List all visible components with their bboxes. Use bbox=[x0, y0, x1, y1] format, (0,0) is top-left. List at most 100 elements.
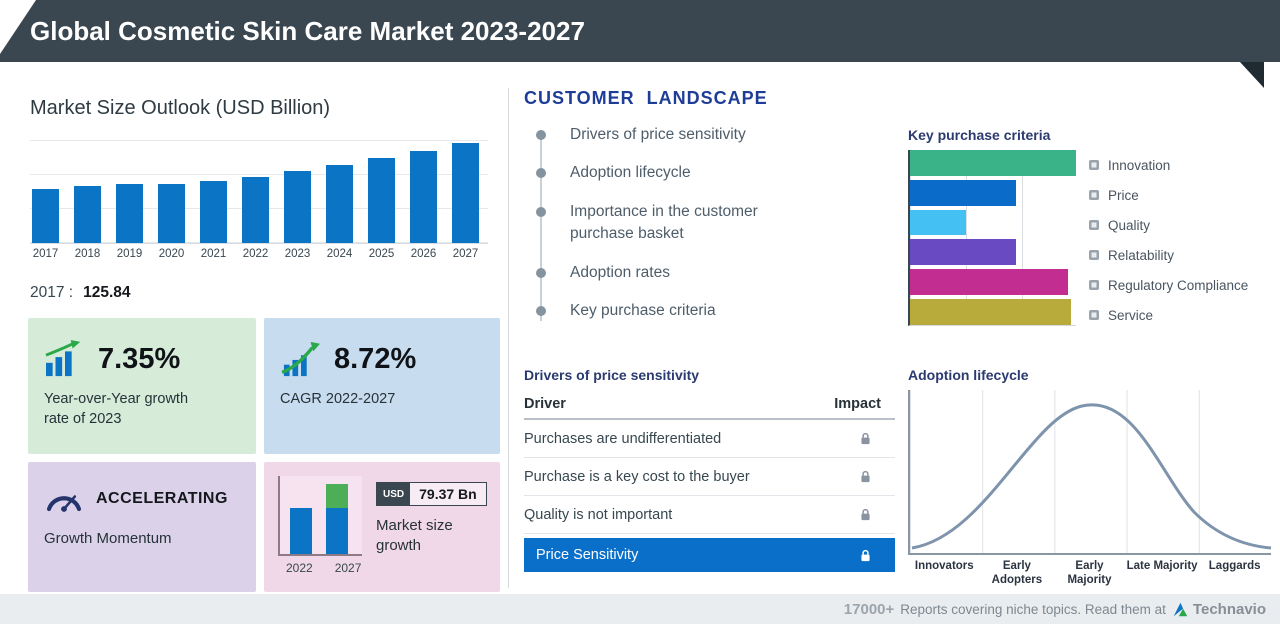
cagr-value: 8.72% bbox=[334, 342, 417, 375]
lock-icon bbox=[858, 469, 895, 484]
page-title: Global Cosmetic Skin Care Market 2023-20… bbox=[30, 16, 585, 46]
lock-icon bbox=[858, 431, 895, 446]
market-bar bbox=[326, 165, 353, 243]
kpc-chart bbox=[908, 150, 1076, 326]
driver-text: Purchase is a key cost to the buyer bbox=[524, 468, 750, 485]
legend-label: Quality bbox=[1108, 217, 1151, 233]
market-bar bbox=[32, 189, 59, 243]
growth-label: Market size growth bbox=[376, 517, 453, 554]
legend-item: Relatability bbox=[1088, 240, 1248, 270]
landscape-item: Adoption lifecycle bbox=[536, 162, 788, 184]
bar-growth-icon bbox=[45, 340, 81, 377]
cagr-label: CAGR 2022-2027 bbox=[280, 391, 396, 407]
yoy-growth-value: 7.35% bbox=[98, 342, 181, 375]
market-bar bbox=[200, 181, 227, 243]
ribbon-fold-decoration bbox=[1240, 62, 1264, 88]
drivers-title: Drivers of price sensitivity bbox=[524, 367, 700, 383]
market-bar-year: 2024 bbox=[326, 248, 353, 260]
column-driver: Driver bbox=[524, 396, 566, 412]
kpc-bar bbox=[910, 299, 1072, 325]
growth-bar-end-delta bbox=[326, 484, 348, 508]
growth-mini-chart: 2022 2027 bbox=[278, 476, 362, 578]
technavio-logo[interactable]: Technavio bbox=[1172, 601, 1266, 618]
stat-cards: 7.35% Year-over-Year growth rate of 2023… bbox=[28, 318, 500, 592]
growth-bar-start bbox=[290, 508, 312, 554]
driver-text: Purchases are undifferentiated bbox=[524, 430, 722, 447]
growth-value-badge: USD 79.37 Bn bbox=[376, 482, 487, 506]
highlight-text: Price Sensitivity bbox=[536, 547, 639, 563]
market-size-chart: 2017 2018 2019 2020 2021 2022 2023 2024 2025 2026… bbox=[30, 140, 488, 260]
legend-item: Service bbox=[1088, 300, 1248, 330]
technavio-brand-name: Technavio bbox=[1192, 600, 1266, 618]
footer-bar: 17000+ Reports covering niche topics. Re… bbox=[0, 594, 1280, 624]
speedometer-icon bbox=[46, 495, 82, 512]
market-size-title: Market Size Outlook (USD Billion) bbox=[30, 97, 331, 119]
stage-label: Early Majority bbox=[1067, 560, 1112, 586]
drivers-table-header: Driver Impact bbox=[524, 390, 895, 420]
stage-label: Late Majority bbox=[1126, 560, 1198, 572]
market-growth-card: 2022 2027 USD 79.37 Bn Market size growt… bbox=[264, 462, 500, 592]
landscape-item: Drivers of price sensitivity bbox=[536, 124, 788, 146]
lifecycle-stage-labels: Innovators Early Adopters Early Majority… bbox=[908, 560, 1271, 588]
base-year-number: 125.84 bbox=[83, 284, 131, 301]
legend-marker-icon bbox=[1089, 310, 1099, 320]
momentum-label: Growth Momentum bbox=[44, 530, 172, 547]
growth-bar-end bbox=[326, 484, 348, 554]
stage-label: Innovators bbox=[914, 560, 974, 572]
table-row: Purchase is a key cost to the buyer bbox=[524, 458, 895, 496]
table-row: Purchases are undifferentiated bbox=[524, 420, 895, 458]
growth-end-year: 2027 bbox=[334, 561, 362, 575]
base-year-label: 2017 : bbox=[30, 284, 74, 301]
header-bar: Global Cosmetic Skin Care Market 2023-20… bbox=[0, 0, 1280, 62]
footer-text: Reports covering niche topics. Read them… bbox=[900, 601, 1166, 617]
market-bar-column: 2023 bbox=[284, 140, 311, 260]
market-bar bbox=[158, 184, 185, 243]
lock-icon bbox=[858, 548, 895, 563]
market-bar-year: 2026 bbox=[410, 248, 437, 260]
bell-curve bbox=[911, 403, 1272, 550]
kpc-bar bbox=[910, 269, 1068, 296]
legend-item: Price bbox=[1088, 180, 1248, 210]
legend-marker-icon bbox=[1089, 190, 1099, 200]
base-year-value: 2017 : 125.84 bbox=[30, 284, 131, 302]
market-bar-column: 2022 bbox=[242, 140, 269, 260]
legend-marker-icon bbox=[1089, 160, 1099, 170]
momentum-title: ACCELERATING bbox=[96, 490, 228, 507]
market-bar bbox=[74, 186, 101, 243]
market-bar-column: 2019 bbox=[116, 140, 143, 260]
market-bar bbox=[242, 177, 269, 243]
landscape-item: Key purchase criteria bbox=[536, 300, 788, 322]
market-bar-year: 2020 bbox=[158, 248, 185, 260]
kpc-bar bbox=[910, 179, 1017, 206]
market-bar-year: 2019 bbox=[116, 248, 143, 260]
legend-marker-icon bbox=[1089, 250, 1099, 260]
market-bar bbox=[116, 184, 143, 243]
market-bar-column: 2025 bbox=[368, 140, 395, 260]
market-bar-column: 2026 bbox=[410, 140, 437, 260]
market-bar bbox=[410, 151, 437, 243]
customer-landscape-list: Drivers of price sensitivity Adoption li… bbox=[536, 124, 788, 339]
kpc-bar bbox=[910, 150, 1076, 176]
market-bar-column: 2027 bbox=[452, 140, 479, 260]
legend-label: Price bbox=[1108, 187, 1139, 203]
market-bar-year: 2025 bbox=[368, 248, 395, 260]
market-bar bbox=[452, 143, 479, 243]
lifecycle-title: Adoption lifecycle bbox=[908, 367, 1029, 383]
table-row: Quality is not important bbox=[524, 496, 895, 534]
landscape-item: Importance in the customer purchase bask… bbox=[536, 201, 788, 246]
legend-item: Regulatory Compliance bbox=[1088, 270, 1248, 300]
kpc-bar bbox=[910, 239, 1017, 266]
market-bar bbox=[284, 171, 311, 243]
market-bar-year: 2022 bbox=[242, 248, 269, 260]
market-bar-column: 2017 bbox=[32, 140, 59, 260]
market-bar-year: 2021 bbox=[200, 248, 227, 260]
growth-start-year: 2022 bbox=[286, 561, 313, 575]
cagr-card: 8.72% CAGR 2022-2027 bbox=[264, 318, 500, 454]
lock-icon bbox=[858, 507, 895, 522]
market-bar-year: 2017 bbox=[32, 248, 59, 260]
price-sensitivity-highlight-row: Price Sensitivity bbox=[524, 538, 895, 572]
growth-bar-end-base bbox=[326, 508, 348, 554]
drivers-table: Driver Impact Purchases are undifferenti… bbox=[524, 390, 895, 572]
market-bar-column: 2024 bbox=[326, 140, 353, 260]
market-bar-year: 2023 bbox=[284, 248, 311, 260]
